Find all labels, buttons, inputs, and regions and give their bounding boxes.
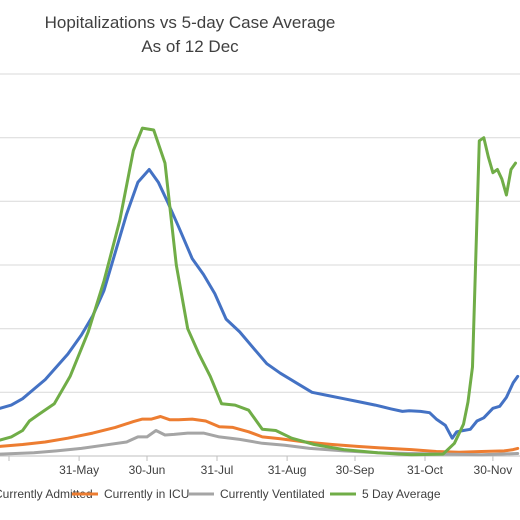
- x-tick-label: 30-Sep: [336, 463, 375, 477]
- chart-subtitle: As of 12 Dec: [141, 37, 239, 56]
- x-axis-tick-labels: 31-May 30-Jun 31-Jul 31-Aug 30-Sep 31-Oct 30-N…: [59, 463, 512, 477]
- legend-label-5-day-average: 5 Day Average: [362, 487, 441, 501]
- x-tick-label: 30-Nov: [474, 463, 513, 477]
- legend-label-currently-admitted: Currently Admitted: [0, 487, 93, 501]
- x-tick-label: 31-May: [59, 463, 99, 477]
- legend-label-currently-in-icu: Currently in ICU: [104, 487, 189, 501]
- gridlines: [0, 73, 520, 461]
- series-lines: [0, 126, 520, 457]
- x-tick-label: 31-Jul: [201, 463, 234, 477]
- legend-label-currently-ventilated: Currently Ventilated: [220, 487, 325, 501]
- x-tick-label: 30-Jun: [129, 463, 166, 477]
- x-tick-label: 31-Aug: [268, 463, 307, 477]
- x-tick-label: 31-Oct: [407, 463, 444, 477]
- series-line-currently-in-icu: [0, 415, 520, 454]
- legend: Currently Admitted Currently in ICU Curren…: [0, 487, 441, 501]
- series-line-5-day-average: [0, 126, 517, 457]
- series-line-currently-admitted: [0, 168, 520, 440]
- chart-title: Hopitalizations vs 5-day Case Average: [45, 13, 336, 32]
